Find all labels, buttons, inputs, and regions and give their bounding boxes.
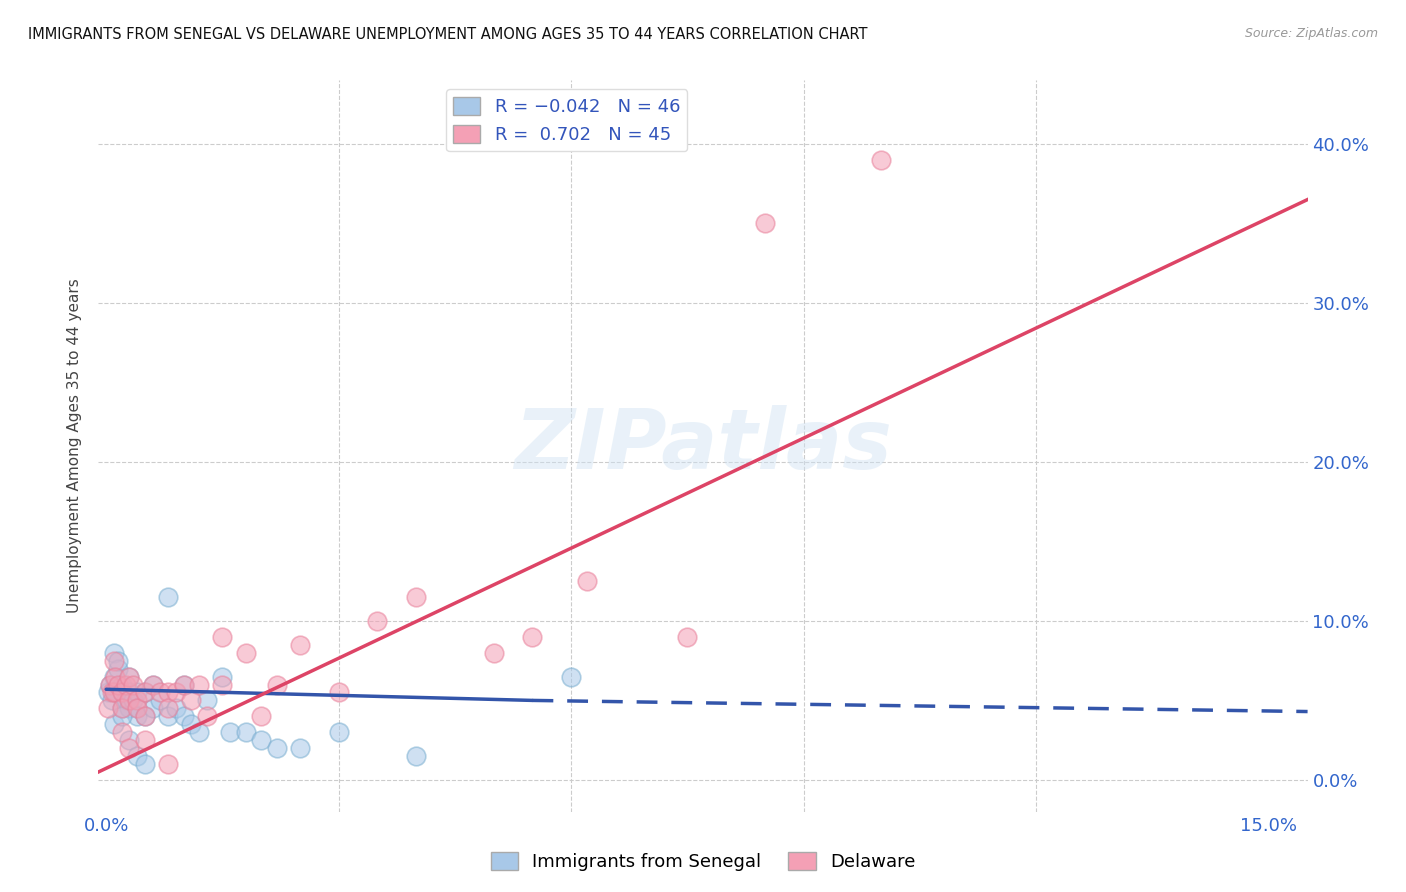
- Point: [111, 685, 134, 699]
- Point: [107, 654, 129, 668]
- Point: [111, 701, 134, 715]
- Point: [111, 709, 134, 723]
- Point: [149, 693, 172, 707]
- Point: [366, 614, 388, 628]
- Point: [211, 630, 233, 644]
- Point: [165, 685, 187, 699]
- Point: [405, 590, 427, 604]
- Point: [122, 693, 145, 707]
- Point: [111, 725, 134, 739]
- Point: [107, 662, 129, 676]
- Point: [870, 153, 893, 167]
- Point: [103, 669, 125, 683]
- Point: [195, 693, 218, 707]
- Point: [97, 685, 120, 699]
- Point: [127, 749, 149, 764]
- Point: [157, 590, 180, 604]
- Point: [328, 725, 350, 739]
- Point: [157, 757, 180, 772]
- Point: [188, 677, 211, 691]
- Point: [142, 677, 165, 691]
- Point: [127, 701, 149, 715]
- Point: [127, 709, 149, 723]
- Point: [157, 701, 180, 715]
- Point: [250, 709, 273, 723]
- Point: [118, 693, 141, 707]
- Legend: R = −0.042   N = 46, R =  0.702   N = 45: R = −0.042 N = 46, R = 0.702 N = 45: [446, 89, 688, 152]
- Point: [114, 677, 136, 691]
- Point: [122, 677, 145, 691]
- Point: [266, 677, 288, 691]
- Point: [100, 693, 122, 707]
- Point: [173, 677, 195, 691]
- Point: [100, 685, 122, 699]
- Point: [114, 693, 136, 707]
- Point: [219, 725, 242, 739]
- Point: [180, 693, 202, 707]
- Point: [149, 685, 172, 699]
- Point: [288, 741, 311, 756]
- Point: [118, 669, 141, 683]
- Point: [134, 709, 156, 723]
- Point: [250, 733, 273, 747]
- Point: [575, 574, 598, 589]
- Legend: Immigrants from Senegal, Delaware: Immigrants from Senegal, Delaware: [484, 845, 922, 879]
- Point: [98, 677, 121, 691]
- Point: [188, 725, 211, 739]
- Point: [173, 677, 195, 691]
- Point: [111, 677, 134, 691]
- Point: [560, 669, 582, 683]
- Point: [211, 669, 233, 683]
- Point: [103, 646, 125, 660]
- Point: [195, 709, 218, 723]
- Point: [754, 216, 776, 230]
- Point: [235, 646, 257, 660]
- Point: [134, 757, 156, 772]
- Point: [482, 646, 505, 660]
- Point: [104, 685, 127, 699]
- Point: [118, 733, 141, 747]
- Point: [676, 630, 699, 644]
- Point: [134, 685, 156, 699]
- Text: IMMIGRANTS FROM SENEGAL VS DELAWARE UNEMPLOYMENT AMONG AGES 35 TO 44 YEARS CORRE: IMMIGRANTS FROM SENEGAL VS DELAWARE UNEM…: [28, 27, 868, 42]
- Text: ZIPatlas: ZIPatlas: [515, 406, 891, 486]
- Point: [134, 685, 156, 699]
- Point: [522, 630, 544, 644]
- Point: [111, 701, 134, 715]
- Point: [405, 749, 427, 764]
- Point: [103, 685, 125, 699]
- Point: [266, 741, 288, 756]
- Point: [127, 701, 149, 715]
- Point: [180, 717, 202, 731]
- Point: [118, 701, 141, 715]
- Point: [211, 677, 233, 691]
- Point: [134, 733, 156, 747]
- Point: [98, 677, 121, 691]
- Point: [104, 669, 127, 683]
- Point: [235, 725, 257, 739]
- Point: [127, 685, 149, 699]
- Text: Source: ZipAtlas.com: Source: ZipAtlas.com: [1244, 27, 1378, 40]
- Point: [107, 677, 129, 691]
- Point: [165, 701, 187, 715]
- Point: [127, 693, 149, 707]
- Point: [97, 701, 120, 715]
- Point: [103, 717, 125, 731]
- Point: [134, 709, 156, 723]
- Point: [157, 685, 180, 699]
- Point: [288, 638, 311, 652]
- Y-axis label: Unemployment Among Ages 35 to 44 years: Unemployment Among Ages 35 to 44 years: [67, 278, 83, 614]
- Point: [103, 654, 125, 668]
- Point: [173, 709, 195, 723]
- Point: [118, 685, 141, 699]
- Point: [157, 709, 180, 723]
- Point: [118, 741, 141, 756]
- Point: [328, 685, 350, 699]
- Point: [142, 701, 165, 715]
- Point: [118, 669, 141, 683]
- Point: [111, 685, 134, 699]
- Point: [142, 677, 165, 691]
